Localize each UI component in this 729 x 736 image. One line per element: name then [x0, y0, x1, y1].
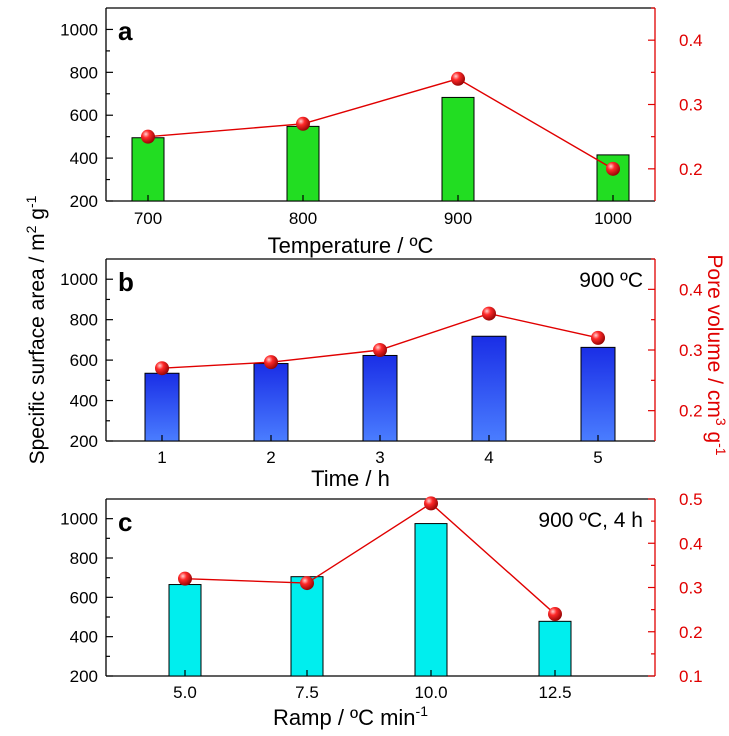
bar [168, 584, 202, 677]
x-tick-label: 900 [444, 209, 472, 228]
bar [144, 372, 180, 442]
pore-volume-point [155, 361, 169, 376]
bar [253, 363, 289, 442]
left-tick-label: 400 [70, 628, 98, 647]
left-tick-label: 1000 [60, 270, 98, 289]
left-tick-label: 200 [70, 192, 98, 211]
x-tick-label: 10.0 [414, 683, 447, 702]
pore-volume-point [264, 355, 278, 370]
right-tick-label: 0.1 [679, 667, 703, 686]
bar [414, 523, 448, 677]
pore-volume-line [147, 78, 614, 170]
right-tick-label: 0.3 [679, 96, 703, 115]
x-tick-label: 2 [266, 448, 275, 467]
bar [441, 96, 475, 202]
left-tick-label: 1000 [60, 20, 98, 39]
x-tick-label: 7.5 [295, 683, 319, 702]
left-tick-label: 200 [70, 667, 98, 686]
x-tick-label: 800 [289, 209, 317, 228]
panel-letter: c [118, 507, 132, 537]
right-tick-label: 0.5 [679, 490, 703, 509]
left-tick-label: 800 [70, 311, 98, 330]
left-tick-label: 800 [70, 63, 98, 82]
right-tick-label: 0.2 [679, 160, 703, 179]
right-tick-label: 0.3 [679, 579, 703, 598]
panel-letter: a [118, 16, 133, 46]
x-tick-label: 5.0 [173, 683, 197, 702]
right-tick-label: 0.2 [679, 623, 703, 642]
x-tick-label: 3 [375, 448, 384, 467]
pore-volume-point [141, 129, 155, 144]
bar [362, 354, 398, 442]
x-tick-label: 700 [134, 209, 162, 228]
left-tick-label: 200 [70, 432, 98, 451]
panel-annotation: 900 ºC, 4 h [538, 509, 643, 532]
panel-annotation: 900 ºC [579, 269, 643, 292]
pore-volume-point [606, 161, 620, 176]
right-tick-label: 0.4 [679, 534, 703, 553]
bar [131, 137, 165, 202]
left-tick-label: 400 [70, 392, 98, 411]
right-tick-label: 0.4 [679, 280, 703, 299]
pore-volume-point [178, 571, 192, 586]
bar [290, 576, 324, 677]
left-tick-label: 800 [70, 549, 98, 568]
pore-volume-point [482, 306, 496, 321]
left-tick-label: 400 [70, 149, 98, 168]
panel-letter: b [118, 267, 134, 297]
pore-volume-point [424, 496, 438, 511]
x-tick-label: 5 [593, 448, 602, 467]
pore-volume-point [591, 330, 605, 345]
panel-b: 200 400 600 800 1000 0.2 0.3 0.4 1 2 3 4 5 Time / h b 9… [60, 258, 703, 491]
bar [538, 620, 572, 677]
right-tick-label: 0.3 [679, 341, 703, 360]
pore-volume-point [548, 607, 562, 622]
x-axis-label: Temperature / ºC [268, 233, 434, 258]
left-tick-label: 1000 [60, 510, 98, 529]
right-tick-label: 0.2 [679, 402, 703, 421]
bar [580, 346, 616, 442]
x-tick-label: 12.5 [538, 683, 571, 702]
bar [286, 125, 320, 202]
left-tick-label: 600 [70, 351, 98, 370]
bar [471, 335, 507, 442]
panel-a: 200 400 600 800 1000 0.2 0.3 0.4 700 800 900 1000 Te… [60, 7, 703, 258]
x-axis-label: Ramp / ºC min-1 [273, 703, 428, 730]
pore-volume-point [373, 343, 387, 357]
panel-c: 200 400 600 800 1000 0.1 0.2 0.3 0.4 0.5 5.0 7.5 10.… [60, 490, 702, 730]
pore-volume-point [300, 576, 314, 591]
pore-volume-point [451, 71, 465, 86]
left-tick-label: 600 [70, 106, 98, 125]
left-tick-label: 600 [70, 588, 98, 607]
x-axis-label: Time / h [311, 466, 390, 491]
left-y-axis-label: Specific surface area / m2 g-1 [23, 195, 49, 464]
right-tick-label: 0.4 [679, 31, 703, 50]
pore-volume-line [184, 502, 556, 615]
x-tick-label: 4 [484, 448, 493, 467]
x-tick-label: 1 [157, 448, 166, 467]
right-y-axis-label: Pore volume / cm3 g-1 [703, 254, 729, 455]
x-tick-label: 1000 [594, 209, 632, 228]
pore-volume-point [296, 116, 310, 131]
